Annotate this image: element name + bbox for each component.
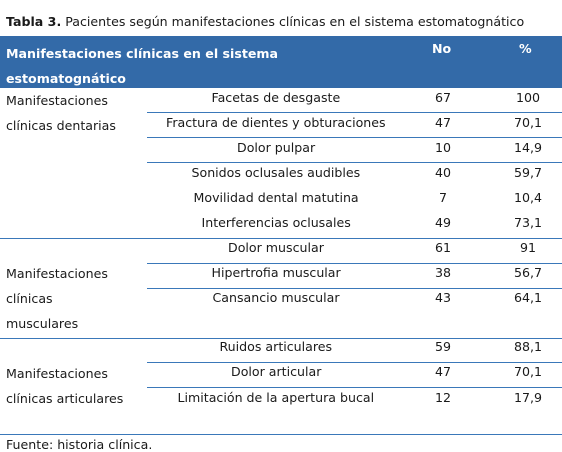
- row-percent: 10,4: [514, 190, 543, 205]
- row-percent: 91: [520, 240, 537, 255]
- row-percent: 100: [516, 90, 541, 105]
- row-count: 47: [435, 364, 452, 379]
- row-label: Dolor pulpar: [237, 140, 316, 155]
- row-count: 40: [435, 165, 452, 180]
- row-divider: [147, 112, 562, 113]
- row-percent: 59,7: [514, 165, 543, 180]
- row-label: Interferencias oclusales: [201, 215, 351, 230]
- row-percent: 17,9: [514, 390, 543, 405]
- row-count: 59: [435, 339, 452, 354]
- header-no: No: [432, 41, 452, 56]
- row-count: 12: [435, 390, 452, 405]
- row-divider: [0, 338, 562, 339]
- table-title: Pacientes según manifestaciones clínicas…: [61, 14, 525, 29]
- row-label: Ruidos articulares: [219, 339, 333, 354]
- row-count: 10: [435, 140, 452, 155]
- table-caption: Tabla 3. Pacientes según manifestaciones…: [6, 14, 524, 29]
- table-footnote: Fuente: historia clínica.: [6, 437, 153, 452]
- row-count: 67: [435, 90, 452, 105]
- row-percent: 73,1: [514, 215, 543, 230]
- row-label: Fractura de dientes y obturaciones: [166, 115, 386, 130]
- row-label: Facetas de desgaste: [211, 90, 341, 105]
- row-divider: [147, 162, 562, 163]
- row-percent: 56,7: [514, 265, 543, 280]
- row-label: Dolor articular: [231, 364, 322, 379]
- row-divider: [147, 288, 562, 289]
- group-label: Manifestaciones clínicas musculares: [6, 266, 108, 331]
- row-divider: [147, 263, 562, 264]
- row-divider: [0, 434, 562, 435]
- row-label: Sonidos oclusales audibles: [191, 165, 361, 180]
- row-label: Hipertrofia muscular: [211, 265, 341, 280]
- row-count: 47: [435, 115, 452, 130]
- row-count: 43: [435, 290, 452, 305]
- row-count: 38: [435, 265, 452, 280]
- row-count: 7: [439, 190, 448, 205]
- row-percent: 70,1: [514, 364, 543, 379]
- row-count: 49: [435, 215, 452, 230]
- row-label: Movilidad dental matutina: [193, 190, 359, 205]
- header-percent: %: [519, 41, 532, 56]
- group-label: Manifestaciones clínicas articulares: [6, 366, 124, 406]
- table-header: Manifestaciones clínicas en el sistema e…: [0, 36, 562, 88]
- row-label: Limitación de la apertura bucal: [177, 390, 375, 405]
- row-percent: 88,1: [514, 339, 543, 354]
- row-count: 61: [435, 240, 452, 255]
- row-percent: 64,1: [514, 290, 543, 305]
- group-label: Manifestaciones clínicas dentarias: [6, 93, 116, 133]
- row-divider: [147, 387, 562, 388]
- table-number: Tabla 3.: [6, 14, 62, 29]
- row-divider: [147, 137, 562, 138]
- row-percent: 70,1: [514, 115, 543, 130]
- row-divider: [147, 362, 562, 363]
- row-label: Cansancio muscular: [212, 290, 340, 305]
- row-percent: 14,9: [514, 140, 543, 155]
- row-label: Dolor muscular: [228, 240, 324, 255]
- header-manifestaciones: Manifestaciones clínicas en el sistema e…: [6, 46, 279, 86]
- row-divider: [0, 238, 562, 239]
